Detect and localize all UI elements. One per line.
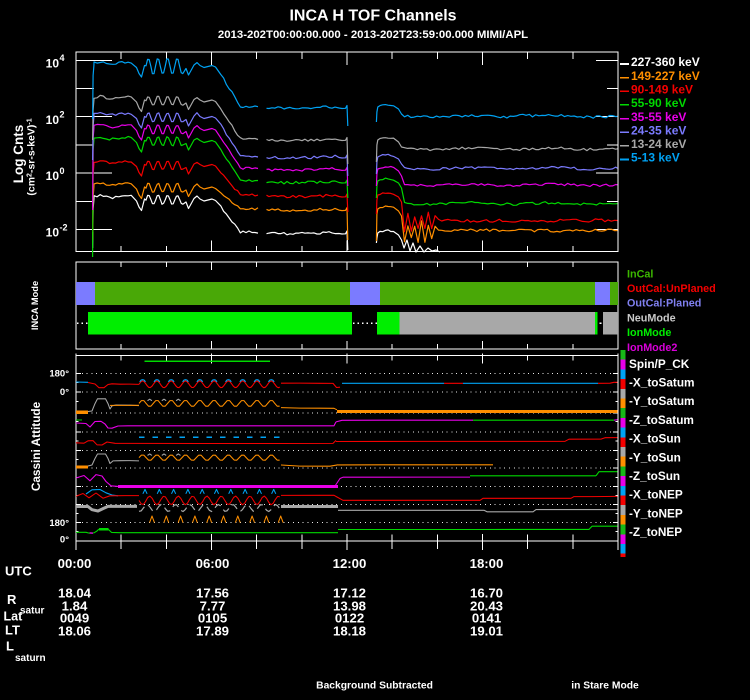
svg-text:4: 4: [60, 53, 65, 63]
svg-text:in Stare Mode: in Stare Mode: [571, 681, 639, 692]
svg-text:12:00: 12:00: [333, 556, 367, 571]
svg-text:INCA Mode: INCA Mode: [30, 281, 40, 330]
svg-text:17.56: 17.56: [196, 586, 229, 601]
svg-text:0°: 0°: [60, 387, 69, 398]
svg-text:LT: LT: [5, 623, 20, 638]
svg-text:-X_toNEP: -X_toNEP: [629, 488, 683, 502]
svg-text:UTC: UTC: [5, 564, 32, 579]
svg-text:-2: -2: [60, 222, 68, 232]
svg-text:-Y_toSun: -Y_toSun: [629, 450, 681, 464]
svg-text:OutCal:Planed: OutCal:Planed: [627, 298, 701, 310]
svg-text:0049: 0049: [60, 611, 89, 626]
svg-text:Spin/P_CK: Spin/P_CK: [629, 357, 690, 371]
svg-text:-X_toSun: -X_toSun: [629, 432, 681, 446]
svg-text:0: 0: [60, 166, 65, 176]
svg-text:13.98: 13.98: [333, 599, 366, 614]
svg-text:-Z_toSun: -Z_toSun: [629, 469, 680, 483]
svg-text:180°: 180°: [49, 518, 69, 529]
svg-text:5-13 keV: 5-13 keV: [631, 151, 680, 165]
svg-text:saturn: saturn: [15, 653, 46, 664]
svg-text:satur: satur: [20, 606, 45, 617]
svg-text:0122: 0122: [335, 611, 364, 626]
svg-text:227-360 keV: 227-360 keV: [631, 55, 700, 69]
svg-text:06:00: 06:00: [196, 556, 230, 571]
svg-text:IonMode2: IonMode2: [627, 342, 677, 354]
svg-text:13-24 keV: 13-24 keV: [631, 137, 686, 151]
svg-text:Log Cnts: Log Cnts: [11, 125, 26, 184]
svg-text:OutCal:UnPlaned: OutCal:UnPlaned: [627, 283, 716, 295]
svg-text:35-55 keV: 35-55 keV: [631, 110, 686, 124]
svg-text:19.01: 19.01: [470, 624, 503, 639]
svg-text:10: 10: [46, 56, 60, 70]
svg-text:-Z_toSatum: -Z_toSatum: [629, 413, 694, 427]
svg-text:NeuMode: NeuMode: [627, 312, 676, 324]
svg-text:16.70: 16.70: [470, 586, 503, 601]
svg-text:Cassini Attitude: Cassini Attitude: [29, 401, 43, 491]
svg-text:18.04: 18.04: [58, 586, 92, 601]
svg-text:10: 10: [46, 226, 60, 240]
svg-text:10: 10: [46, 113, 60, 127]
svg-text:0°: 0°: [60, 534, 69, 545]
svg-text:00:00: 00:00: [58, 556, 92, 571]
svg-text:18.06: 18.06: [58, 624, 91, 639]
svg-text:-Y_toNEP: -Y_toNEP: [629, 506, 683, 520]
svg-text:149-227 keV: 149-227 keV: [631, 69, 700, 83]
svg-text:0141: 0141: [472, 611, 501, 626]
svg-text:2: 2: [60, 110, 65, 120]
svg-text:(cm2-sr-s-keV)-1: (cm2-sr-s-keV)-1: [25, 118, 37, 195]
svg-text:L: L: [6, 639, 14, 654]
svg-text:18.18: 18.18: [333, 624, 366, 639]
svg-text:IonMode: IonMode: [627, 327, 671, 339]
svg-text:0105: 0105: [198, 611, 227, 626]
svg-text:55-90 keV: 55-90 keV: [631, 96, 686, 110]
svg-text:17.89: 17.89: [196, 624, 229, 639]
svg-text:18:00: 18:00: [470, 556, 504, 571]
svg-text:180°: 180°: [49, 369, 69, 380]
svg-text:17.12: 17.12: [333, 586, 366, 601]
svg-text:2013-202T00:00:00.000 - 2013-2: 2013-202T00:00:00.000 - 2013-202T23:59:0…: [218, 29, 528, 41]
svg-text:Background Subtracted: Background Subtracted: [316, 681, 433, 692]
svg-text:90-149 keV: 90-149 keV: [631, 83, 693, 97]
svg-text:1.84: 1.84: [62, 599, 88, 614]
svg-text:10: 10: [46, 169, 60, 183]
svg-text:24-35 keV: 24-35 keV: [631, 123, 686, 137]
svg-text:-Z_toNEP: -Z_toNEP: [629, 525, 682, 539]
svg-text:R: R: [7, 592, 17, 607]
svg-text:-Y_toSatum: -Y_toSatum: [629, 394, 695, 408]
svg-text:Lat: Lat: [4, 610, 24, 624]
svg-text:-X_toSatum: -X_toSatum: [629, 376, 695, 390]
svg-text:20.43: 20.43: [470, 599, 503, 614]
svg-text:InCal: InCal: [627, 268, 653, 280]
svg-text:INCA H TOF Channels: INCA H TOF Channels: [289, 8, 456, 25]
svg-text:7.77: 7.77: [200, 599, 226, 614]
